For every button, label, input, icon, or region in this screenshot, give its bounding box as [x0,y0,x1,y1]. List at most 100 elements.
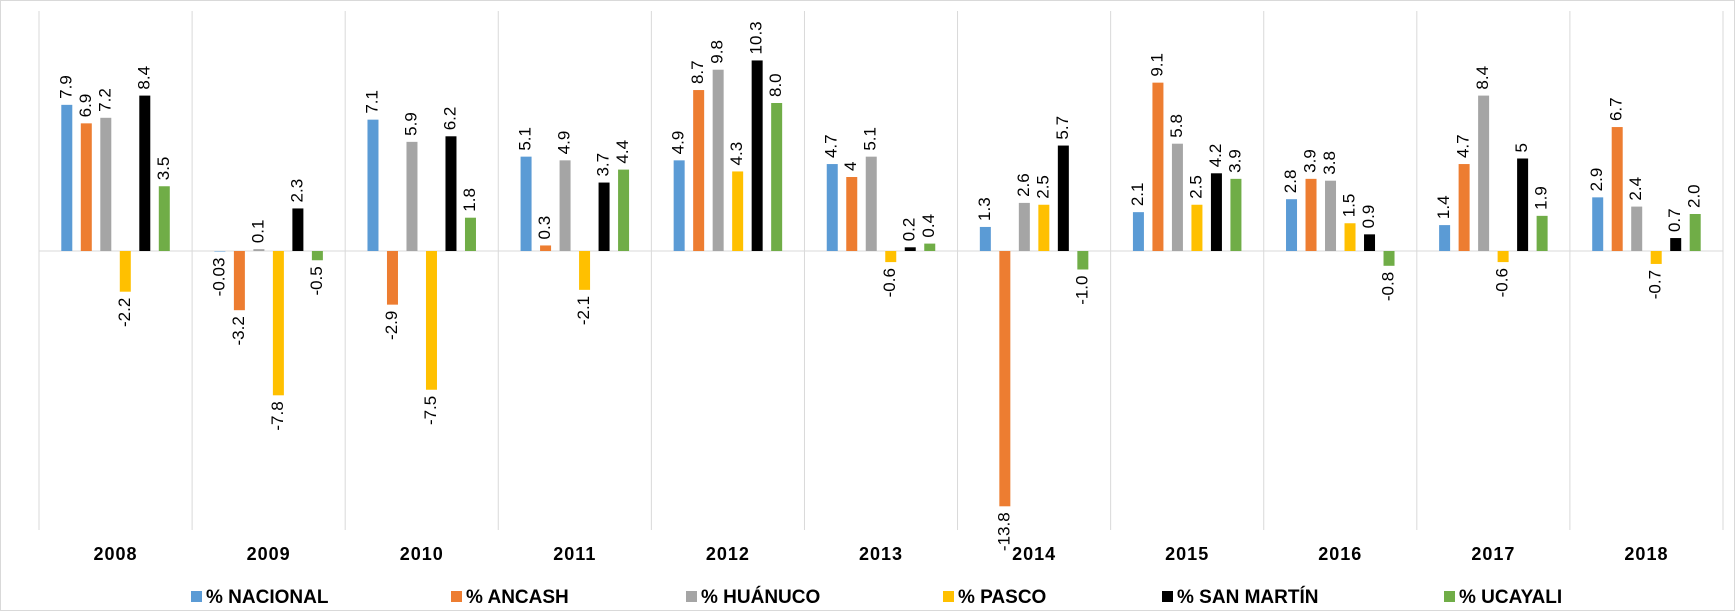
bar [1458,164,1470,251]
bar [1689,214,1701,251]
value-label: 7.9 [56,75,75,99]
legend-label: % SAN MARTÍN [1177,586,1318,608]
value-label: 6.2 [440,107,459,131]
bar [119,251,131,292]
value-label: 6.9 [76,94,95,118]
bar [712,69,724,251]
bar [826,164,838,251]
bar [1171,143,1183,251]
value-label: 0.3 [535,216,554,240]
bar [1517,158,1529,251]
x-tick-label: 2017 [1471,544,1515,564]
value-label: 1.9 [1532,186,1551,210]
bar [1670,238,1682,251]
value-label: 5.1 [516,127,535,151]
bar [1611,127,1623,251]
value-label: 0.9 [1359,205,1378,229]
bar [1325,180,1337,251]
legend-swatch [191,591,202,602]
bar [1305,178,1317,251]
value-label: 8.0 [766,73,785,97]
bar [1383,251,1395,266]
bar [598,182,610,251]
value-label: 3.5 [154,157,173,181]
bar [464,217,476,251]
value-label: 3.9 [1301,149,1320,173]
value-label: 6.7 [1607,97,1626,121]
bar [732,171,744,251]
value-label: -0.6 [1493,268,1512,297]
bar [1077,251,1089,270]
bar [999,251,1011,507]
bar [1132,212,1144,251]
x-tick-label: 2015 [1165,544,1209,564]
value-label: 2.9 [1587,168,1606,192]
legend-swatch [1444,591,1455,602]
bar [846,177,858,251]
value-label: 1.5 [1340,194,1359,218]
bar [1536,215,1548,251]
value-label: 8.4 [134,66,153,90]
x-tick-label: 2011 [553,544,596,564]
bar [272,251,284,396]
value-label: -0.5 [307,266,326,295]
bar [1230,178,1242,251]
value-label: 1.3 [975,197,994,221]
bar [924,243,936,251]
value-label: 2.6 [1014,173,1033,197]
bar [100,117,112,251]
value-label: 5.8 [1167,114,1186,138]
value-label: 0.7 [1665,208,1684,232]
value-label: 4.7 [1454,134,1473,158]
value-label: 7.2 [95,88,114,112]
value-label: -0.6 [880,268,899,297]
bar [1286,199,1298,251]
legend-label: % HUÁNUCO [701,586,820,608]
value-label: 2.4 [1626,177,1645,201]
value-label: 2.1 [1128,183,1147,207]
bar [1191,204,1203,251]
bar [1210,173,1222,251]
bar [233,251,245,311]
value-label: 4.4 [613,140,632,164]
bar [1364,234,1376,251]
x-tick-label: 2016 [1318,544,1362,564]
legend-swatch [451,591,462,602]
bar [445,136,457,251]
bar [1152,82,1164,252]
legend-label: % NACIONAL [206,587,329,608]
value-label: -2.2 [115,298,134,327]
value-label: 10.3 [747,21,766,54]
bar [61,104,73,251]
value-label: 8.4 [1473,66,1492,90]
bar [751,60,763,252]
bar [1057,145,1069,251]
bar [1439,225,1451,251]
bar [1018,202,1030,251]
bar [885,251,897,263]
bar [367,119,379,252]
value-label: 2.0 [1685,184,1704,208]
value-label: 3.8 [1320,151,1339,175]
value-label: 2.5 [1186,175,1205,199]
x-tick-label: 2009 [247,544,291,564]
bar [579,251,591,290]
value-label: -0.7 [1646,270,1665,299]
value-label: 2.5 [1033,175,1052,199]
value-label: 5.9 [401,112,420,136]
x-tick-label: 2014 [1012,544,1056,564]
bar [139,95,151,251]
value-label: -0.03 [209,258,228,297]
bar [1344,223,1356,251]
value-label: 3.9 [1225,149,1244,173]
value-label: -7.8 [268,401,287,430]
value-label: 5.7 [1053,116,1072,140]
bar [311,251,323,261]
x-tick-label: 2013 [859,544,903,564]
bar [292,208,304,251]
bar [425,251,437,390]
bar [214,251,226,252]
bar [1650,251,1662,264]
value-label: -2.1 [574,296,593,325]
